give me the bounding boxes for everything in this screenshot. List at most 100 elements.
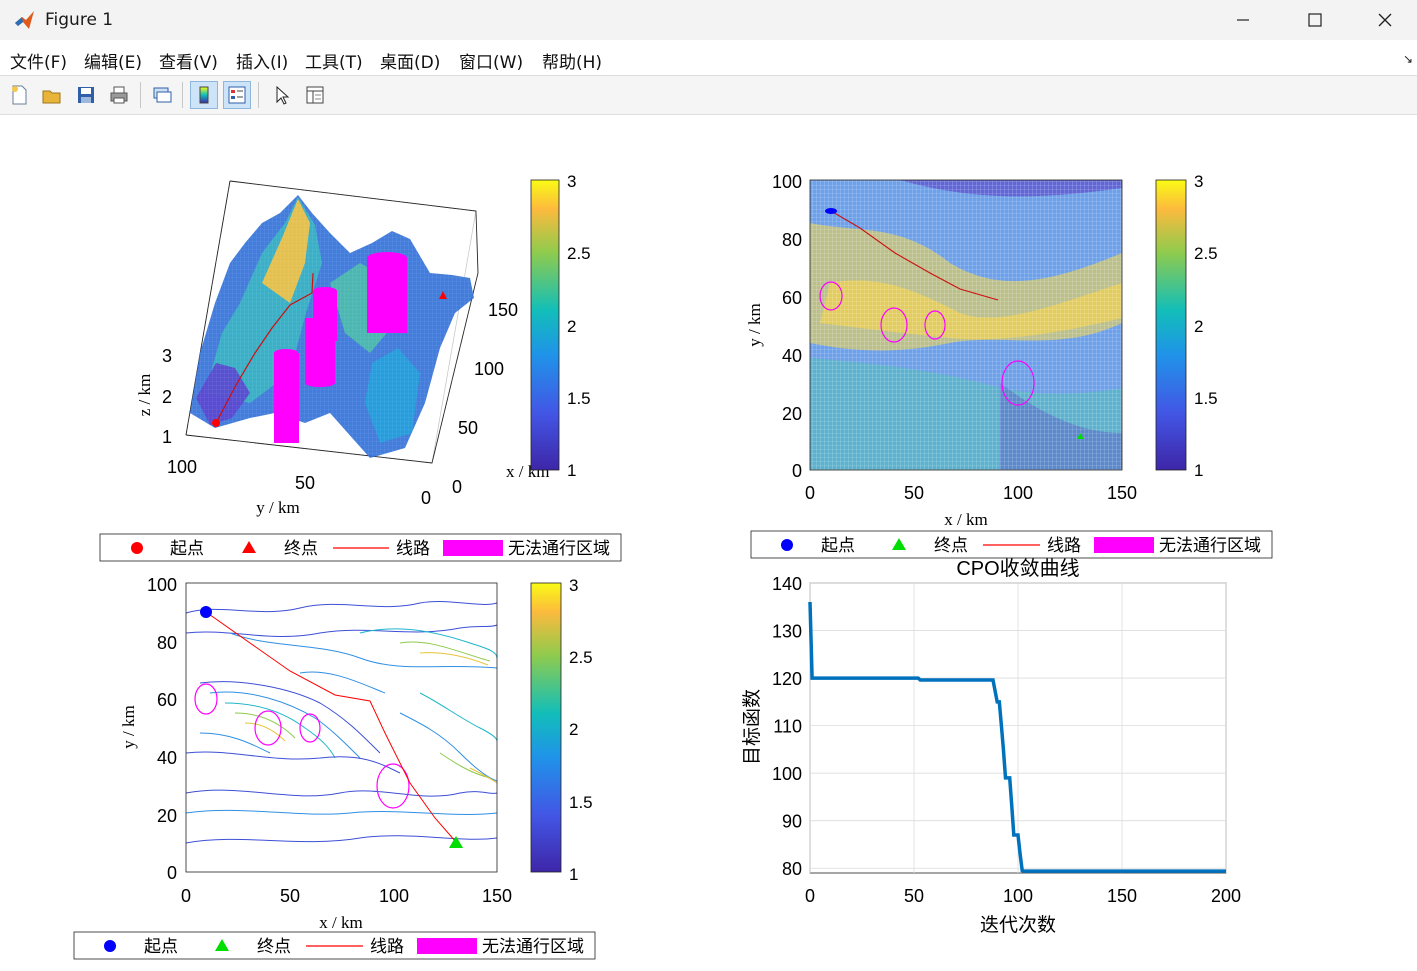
legend-start-marker — [104, 940, 116, 952]
menu-view[interactable]: 查看(V) — [159, 53, 218, 73]
legend-end-marker — [215, 939, 229, 951]
toolbar — [0, 75, 1417, 115]
y-tick-label: 110 — [773, 717, 802, 737]
window-title: Figure 1 — [45, 10, 114, 30]
legend-end-marker — [242, 541, 256, 553]
legend-obstacle-swatch — [1094, 537, 1154, 553]
y-tick-label: 100 — [167, 457, 197, 477]
menu-edit[interactable]: 编辑(E) — [84, 53, 143, 73]
y-tick-label: 130 — [772, 622, 802, 642]
start-point-contour — [200, 606, 212, 618]
x-tick-label: 100 — [474, 359, 504, 379]
dock-arrow-icon[interactable]: ↘ — [1402, 52, 1413, 66]
y-tick-label: 100 — [772, 172, 802, 192]
x-axis-label: x / km — [944, 510, 987, 529]
colorbar-tick: 1.5 — [569, 793, 593, 812]
y-tick-label: 20 — [157, 806, 177, 826]
property-inspector-icon — [306, 86, 324, 104]
x-tick-label: 200 — [1211, 886, 1241, 906]
legend-end-marker — [892, 538, 906, 550]
colorbar-3: 1 1.5 2 2.5 3 — [530, 576, 593, 884]
x-tick-label: 50 — [904, 886, 924, 906]
pointer-arrow-icon — [276, 85, 290, 105]
x-tick-label: 150 — [1107, 483, 1137, 503]
close-button[interactable] — [1350, 0, 1417, 40]
colorbar-tick: 2.5 — [567, 244, 591, 263]
y-tick-label: 120 — [772, 669, 802, 689]
menu-desktop[interactable]: 桌面(D) — [380, 53, 441, 73]
menu-tools[interactable]: 工具(T) — [305, 53, 363, 73]
y-axis-label: 目标函数 — [741, 689, 763, 765]
contour-plot: 100 80 60 40 20 0 0 50 100 150 x / km y … — [73, 575, 596, 960]
route-line-3d — [215, 272, 314, 424]
link-plot-button[interactable] — [148, 81, 176, 109]
legend-route-label: 线路 — [1047, 536, 1081, 555]
menu-insert[interactable]: 插入(I) — [236, 53, 289, 73]
y-tick-label: 80 — [157, 633, 177, 653]
y-tick-label: 60 — [157, 690, 177, 710]
colorbar-icon — [199, 86, 209, 104]
y-tick-label: 40 — [157, 748, 177, 768]
x-tick-label: 150 — [1107, 886, 1137, 906]
y-tick-label: 80 — [782, 230, 802, 250]
legend-start-label: 起点 — [170, 539, 204, 558]
colorbar-1: 1 1.5 2 2.5 3 — [530, 172, 591, 480]
legend-button[interactable] — [223, 81, 251, 109]
route-line-top — [830, 210, 999, 301]
x-axis-label: x / km — [319, 913, 362, 932]
open-file-button[interactable] — [38, 81, 66, 109]
minimize-button[interactable] — [1208, 0, 1278, 40]
tick-labels: 0 50 100 150 200 80 90 100 110 120 130 140 — [772, 574, 1241, 906]
menu-file[interactable]: 文件(F) — [10, 53, 68, 73]
property-inspector-button[interactable] — [301, 81, 329, 109]
menu-bar: 文件(F) 编辑(E) 查看(V) 插入(I) 工具(T) 桌面(D) 窗口(W… — [0, 42, 1417, 74]
new-figure-button[interactable] — [5, 81, 33, 109]
x-axis-label: 迭代次数 — [980, 914, 1056, 936]
colorbar-tick: 1 — [569, 865, 578, 884]
close-icon — [1378, 13, 1392, 27]
legend-obstacle-swatch — [443, 540, 503, 556]
maximize-icon — [1308, 13, 1322, 27]
z-axis-label: z / km — [135, 374, 154, 417]
chart-title: CPO收敛曲线 — [956, 557, 1079, 580]
x-tick-label: 150 — [488, 300, 518, 320]
colorbar-tick: 2 — [569, 720, 578, 739]
figure-canvas: 100 50 0 y / km 0 50 100 150 x / km 1 2 … — [0, 113, 1417, 967]
legend-obstacle-swatch — [417, 938, 477, 954]
save-button[interactable] — [72, 81, 100, 109]
y-tick-label: 100 — [772, 764, 802, 784]
x-tick-label: 100 — [1003, 483, 1033, 503]
legend-obstacle-label: 无法通行区域 — [482, 937, 584, 956]
y-tick-label: 0 — [792, 461, 802, 481]
toolbar-separator — [258, 82, 259, 108]
legend-end-label: 终点 — [284, 539, 318, 558]
maximize-button[interactable] — [1280, 0, 1350, 40]
y-tick-label: 50 — [295, 473, 315, 493]
terrain-3d-plot: 100 50 0 y / km 0 50 100 150 x / km 1 2 … — [99, 172, 622, 562]
menu-window[interactable]: 窗口(W) — [459, 53, 524, 73]
y-tick-label: 90 — [782, 812, 802, 832]
title-bar: Figure 1 — [0, 0, 1417, 40]
menu-help[interactable]: 帮助(H) — [542, 53, 603, 73]
x-tick-label: 50 — [280, 886, 300, 906]
colorbar-2: 1 1.5 2 2.5 3 — [1155, 172, 1218, 480]
grid-lines — [809, 582, 1227, 873]
print-icon — [110, 86, 128, 104]
start-point-top — [825, 208, 837, 214]
obstacle-cylinders — [274, 252, 407, 443]
colorbar-tick: 2 — [1194, 317, 1203, 336]
colorbar-button[interactable] — [190, 81, 218, 109]
new-file-icon — [12, 85, 27, 105]
x-tick-label: 0 — [805, 886, 815, 906]
x-tick-label: 0 — [452, 477, 462, 497]
x-tick-label: 50 — [458, 418, 478, 438]
end-point-top — [1077, 433, 1084, 439]
route-line-contour — [205, 611, 457, 843]
y-tick-label: 140 — [772, 574, 802, 594]
edit-plot-button[interactable] — [268, 81, 296, 109]
y-axis-label: y / km — [256, 498, 299, 517]
y-axis-label: y / km — [745, 303, 764, 346]
matlab-logo-icon — [15, 11, 34, 29]
print-button[interactable] — [105, 81, 133, 109]
